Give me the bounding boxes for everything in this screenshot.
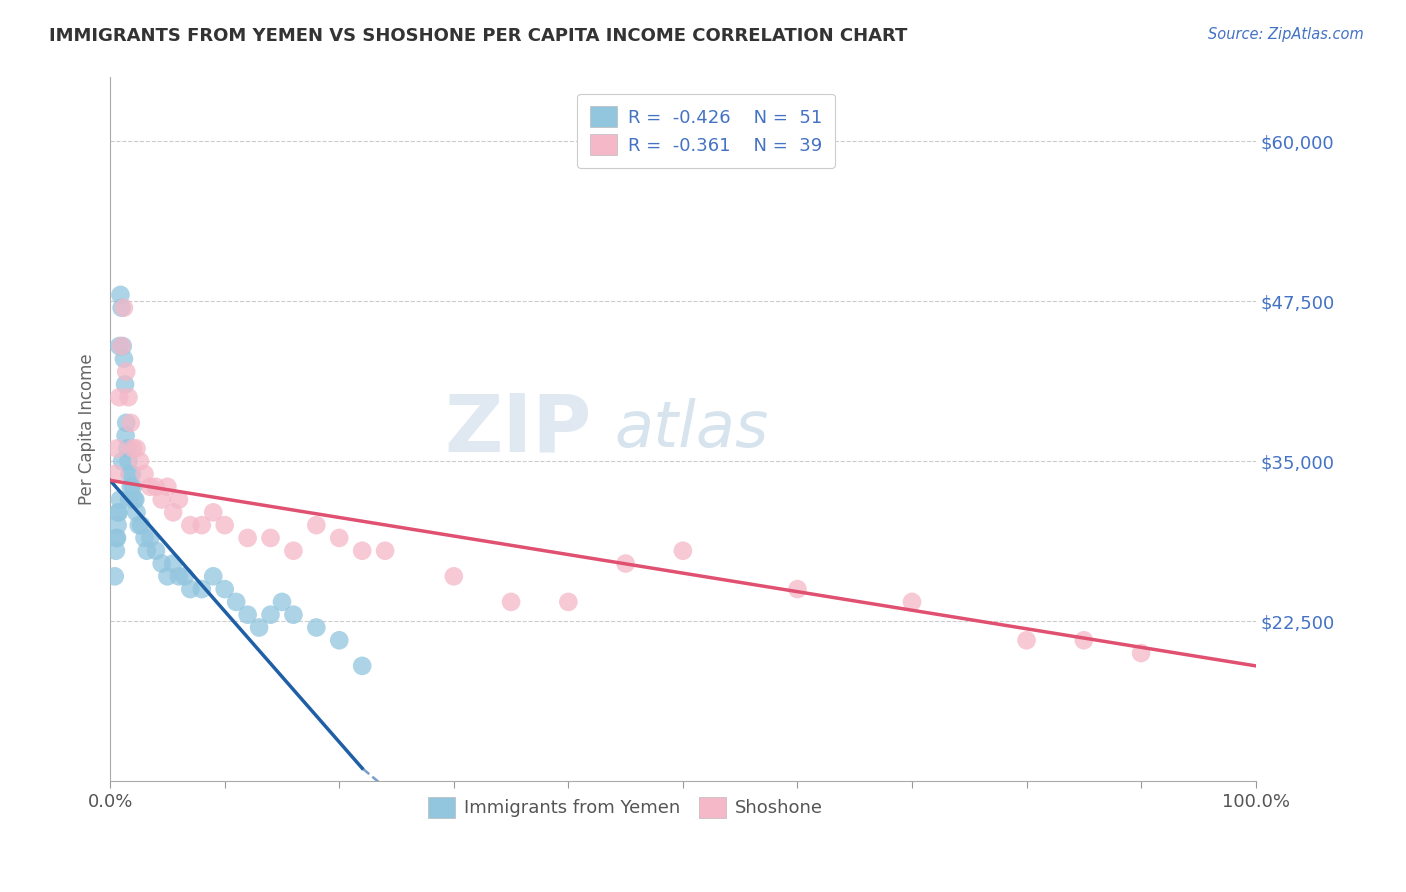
Point — [118, 492, 141, 507]
Point — [121, 467, 143, 481]
Point — [225, 595, 247, 609]
Point — [305, 620, 328, 634]
Point — [191, 518, 214, 533]
Point — [236, 531, 259, 545]
Point — [104, 569, 127, 583]
Point — [129, 454, 152, 468]
Y-axis label: Per Capita Income: Per Capita Income — [79, 353, 96, 505]
Point — [179, 582, 201, 596]
Point — [107, 505, 129, 519]
Point — [614, 557, 637, 571]
Point — [179, 518, 201, 533]
Point — [352, 543, 374, 558]
Point — [117, 390, 139, 404]
Point — [105, 531, 128, 545]
Point — [125, 505, 148, 519]
Point — [110, 339, 132, 353]
Point — [125, 442, 148, 456]
Legend: Immigrants from Yemen, Shoshone: Immigrants from Yemen, Shoshone — [422, 789, 830, 825]
Text: IMMIGRANTS FROM YEMEN VS SHOSHONE PER CAPITA INCOME CORRELATION CHART: IMMIGRANTS FROM YEMEN VS SHOSHONE PER CA… — [49, 27, 908, 45]
Point — [117, 442, 139, 456]
Point — [128, 518, 150, 533]
Point — [162, 505, 184, 519]
Point — [115, 416, 138, 430]
Text: Source: ZipAtlas.com: Source: ZipAtlas.com — [1208, 27, 1364, 42]
Point — [283, 543, 305, 558]
Point — [156, 480, 179, 494]
Point — [328, 633, 350, 648]
Point — [167, 492, 190, 507]
Point — [107, 518, 129, 533]
Point — [202, 569, 225, 583]
Point — [374, 543, 396, 558]
Point — [139, 531, 162, 545]
Point — [202, 505, 225, 519]
Point — [786, 582, 808, 596]
Point — [214, 518, 236, 533]
Point — [271, 595, 294, 609]
Point — [1130, 646, 1153, 660]
Point — [135, 543, 157, 558]
Point — [122, 492, 145, 507]
Point — [156, 569, 179, 583]
Point — [124, 492, 146, 507]
Point — [117, 454, 139, 468]
Point — [145, 480, 167, 494]
Point — [247, 620, 270, 634]
Point — [283, 607, 305, 622]
Point — [111, 339, 134, 353]
Point — [145, 543, 167, 558]
Point — [120, 416, 142, 430]
Point — [191, 582, 214, 596]
Point — [134, 531, 156, 545]
Point — [108, 492, 131, 507]
Point — [114, 377, 136, 392]
Point — [499, 595, 522, 609]
Point — [105, 442, 128, 456]
Point — [328, 531, 350, 545]
Point — [443, 569, 465, 583]
Point — [112, 351, 135, 366]
Point — [122, 442, 145, 456]
Point — [104, 467, 127, 481]
Point — [104, 543, 127, 558]
Point — [305, 518, 328, 533]
Point — [167, 569, 190, 583]
Point — [110, 288, 132, 302]
Point — [114, 428, 136, 442]
Point — [129, 518, 152, 533]
Text: atlas: atlas — [614, 398, 769, 460]
Point — [173, 569, 195, 583]
Point — [672, 543, 695, 558]
Point — [1073, 633, 1095, 648]
Point — [150, 557, 173, 571]
Point — [134, 467, 156, 481]
Point — [901, 595, 924, 609]
Point — [112, 301, 135, 315]
Point — [120, 480, 142, 494]
Point — [110, 301, 132, 315]
Point — [1015, 633, 1038, 648]
Point — [259, 531, 281, 545]
Point — [214, 582, 236, 596]
Text: ZIP: ZIP — [444, 390, 592, 468]
Point — [108, 390, 131, 404]
Point — [107, 505, 129, 519]
Point — [105, 531, 128, 545]
Point — [557, 595, 579, 609]
Point — [122, 480, 145, 494]
Point — [108, 339, 131, 353]
Point — [118, 467, 141, 481]
Point — [139, 480, 162, 494]
Point — [259, 607, 281, 622]
Point — [150, 492, 173, 507]
Point — [352, 658, 374, 673]
Point — [236, 607, 259, 622]
Point — [115, 365, 138, 379]
Point — [162, 557, 184, 571]
Point — [111, 454, 134, 468]
